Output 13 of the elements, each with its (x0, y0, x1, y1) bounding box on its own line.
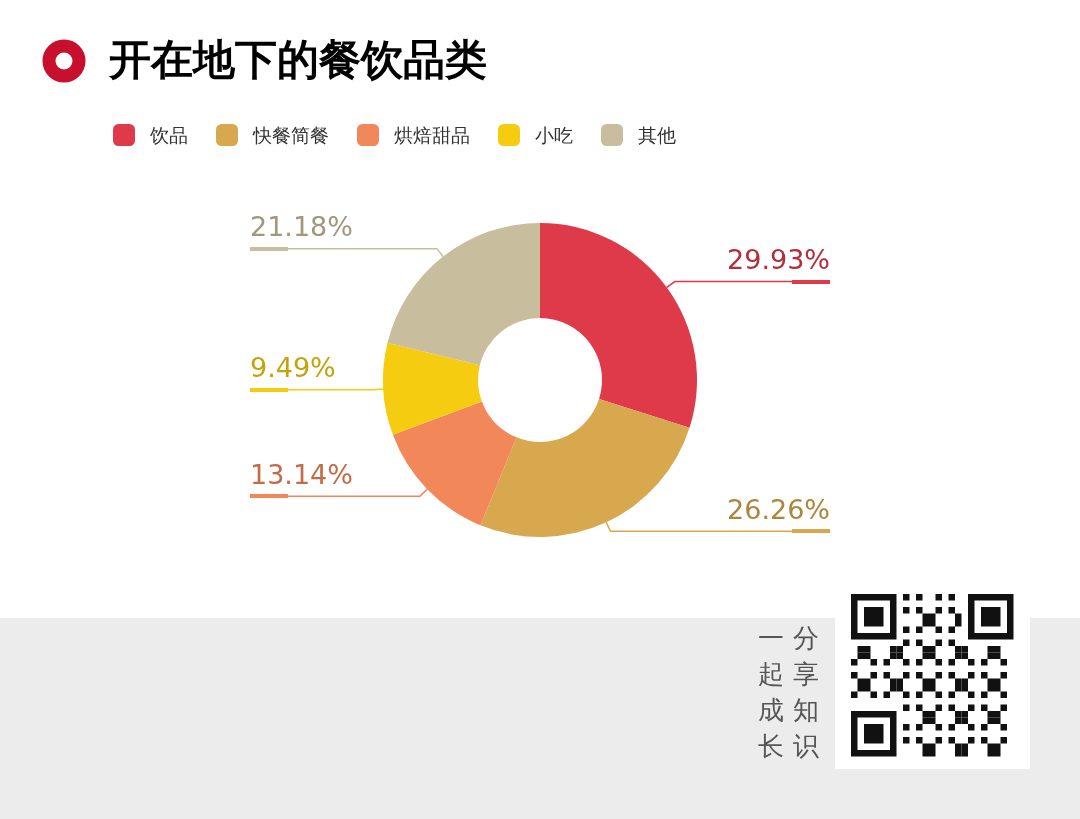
text: 分享知识 (793, 622, 820, 763)
text: 一起成长 (758, 622, 785, 763)
legend-label: 饮品 (149, 124, 188, 146)
data-label: 21.18% (250, 211, 353, 243)
chart-title: 开在地下的餐饮品类 (108, 34, 487, 84)
data-label: 26.26% (727, 493, 830, 525)
legend-label: 烘焙甜品 (394, 124, 470, 146)
data-label: 29.93% (727, 244, 830, 276)
data-label: 13.14% (250, 458, 353, 490)
data-label: 9.49% (250, 352, 336, 384)
legend-label: 小吃 (535, 124, 573, 146)
legend-label: 其他 (638, 124, 676, 146)
legend-label: 快餐简餐 (252, 124, 329, 146)
